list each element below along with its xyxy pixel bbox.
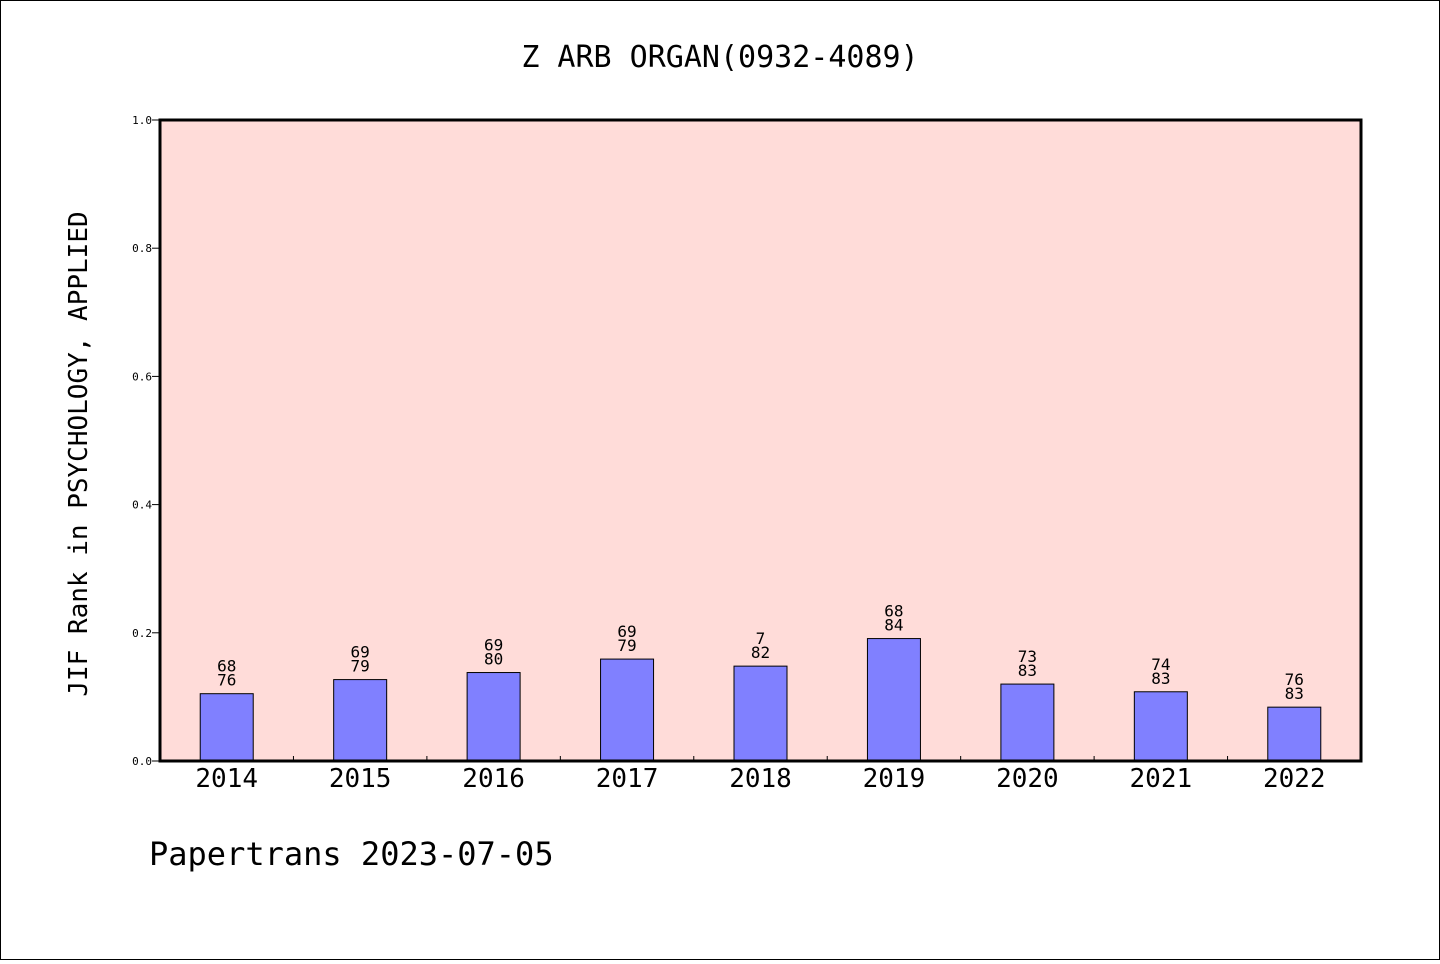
bar-2020 (1000, 683, 1055, 762)
bar-label-bottom: 79 (617, 636, 636, 655)
plot-area (160, 120, 1361, 761)
bar-label-top: 69 (617, 622, 636, 641)
y-tick-label: 0.0 (132, 755, 152, 768)
x-axis-ticks: 2014 2015 2016 2017 2018 2019 2020 2021 2022 (195, 756, 1326, 794)
bar-label-bottom: 83 (1151, 669, 1170, 688)
y-tick-label: 0.2 (132, 627, 152, 640)
x-tick-label: 2021 (1130, 764, 1193, 794)
bar-2018 (733, 665, 788, 762)
bar-label-top: 73 (1018, 647, 1037, 666)
bar-label-bottom: 84 (884, 616, 903, 635)
y-tick-label: 0.8 (132, 242, 152, 255)
x-tick-label: 2019 (863, 764, 926, 794)
bar-2017 (600, 658, 655, 762)
bar-label-bottom: 79 (351, 657, 370, 676)
bar-label-top: 68 (884, 602, 903, 621)
bar-label-top: 69 (484, 636, 503, 655)
bar-label-top: 76 (1285, 670, 1304, 689)
bar-label-bottom: 83 (1018, 661, 1037, 680)
bar-label-bottom: 82 (751, 643, 770, 662)
y-tick-label: 0.6 (132, 370, 152, 383)
y-tick-label: 0.4 (132, 499, 152, 512)
x-tick-label: 2020 (996, 764, 1059, 794)
bar-2019 (866, 638, 921, 762)
bar-label-top: 74 (1151, 655, 1170, 674)
bar-2022 (1267, 706, 1322, 762)
bar-2014 (199, 693, 254, 762)
x-tick-label: 2015 (329, 764, 392, 794)
x-tick-label: 2014 (195, 764, 258, 794)
bar-label-top: 7 (756, 629, 766, 648)
bar-2021 (1133, 691, 1188, 762)
chart-title: Z ARB ORGAN(0932-4089) (521, 40, 918, 75)
bar-label-bottom: 83 (1285, 684, 1304, 703)
y-axis-ticks: 0.0 0.2 0.4 0.6 0.8 1.0 (132, 114, 160, 768)
bar-label-bottom: 76 (217, 671, 236, 690)
y-tick-label: 1.0 (132, 114, 152, 127)
bar-label-top: 68 (217, 657, 236, 676)
plot-border (158, 118, 1363, 763)
x-tick-label: 2017 (596, 764, 659, 794)
x-tick-label: 2022 (1263, 764, 1326, 794)
footer-text: Papertrans 2023-07-05 (149, 835, 554, 873)
bar-2016 (466, 672, 521, 762)
x-tick-label: 2018 (729, 764, 792, 794)
bar-label-top: 69 (351, 643, 370, 662)
bar-2015 (333, 679, 388, 762)
x-tick-label: 2016 (462, 764, 525, 794)
bar-label-bottom: 80 (484, 650, 503, 669)
y-axis-label: JIF Rank in PSYCHOLOGY, APPLIED (64, 211, 94, 696)
